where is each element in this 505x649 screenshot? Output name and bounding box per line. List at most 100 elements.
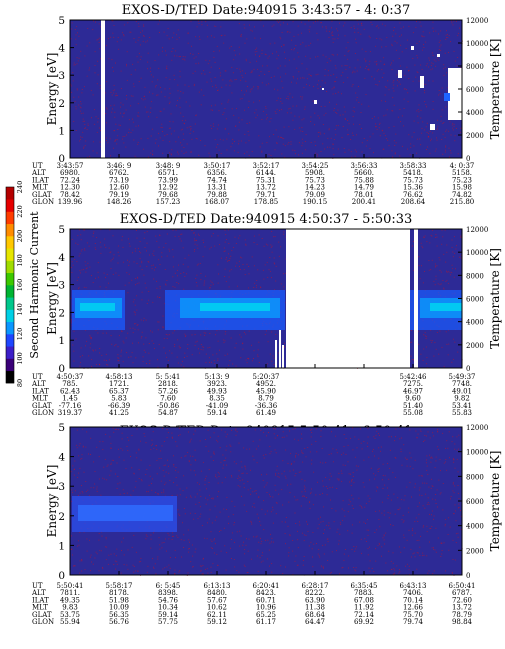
- table-cell: 63.90: [305, 596, 325, 604]
- table-cell: 45.90: [256, 387, 276, 395]
- data-gap: [282, 345, 284, 368]
- table-cell: 76.62: [403, 191, 423, 199]
- table-cell: 72.24: [60, 176, 81, 184]
- colorbar-frame: [5, 186, 15, 384]
- table-cell: 75.88: [354, 176, 374, 184]
- table-cell: 8.35: [209, 395, 225, 403]
- table-cell: 15.98: [452, 184, 472, 192]
- table-cell: 3:46: 9: [107, 162, 132, 170]
- y2-tick-label: 4000: [466, 109, 484, 117]
- table-cell: 12.92: [158, 184, 178, 192]
- data-gap: [420, 76, 424, 88]
- y2-tick-label: 12000: [466, 424, 488, 432]
- y-tick-label: 2: [58, 511, 65, 523]
- table-cell: 6144.: [256, 169, 276, 177]
- table-cell: 56.76: [109, 618, 130, 626]
- data-gap: [430, 124, 435, 130]
- y2-tick-label: 12000: [466, 226, 488, 234]
- table-cell: 11.38: [305, 604, 325, 612]
- table-cell: 6:50:41: [449, 582, 476, 590]
- table-cell: 68.64: [305, 611, 326, 619]
- table-cell: 55.83: [452, 409, 472, 417]
- table-cell: 7406.: [403, 589, 423, 597]
- y-tick-label: 5: [58, 224, 65, 236]
- table-cell: 4:50:37: [57, 373, 84, 381]
- y-tick-label: 1: [58, 540, 65, 552]
- table-row-label: GLON: [32, 198, 54, 206]
- table-cell: 7883.: [354, 589, 374, 597]
- table-cell: 59.14: [207, 409, 228, 417]
- table-cell: 15.36: [403, 184, 424, 192]
- table-cell: 3:43:57: [57, 162, 84, 170]
- data-gap: [279, 330, 281, 368]
- colorbar-swatch: [6, 272, 14, 286]
- y2-tick-label: 10000: [466, 249, 488, 257]
- y-tick-label: 0: [58, 570, 65, 582]
- colorbar-tick-label: 240: [16, 181, 24, 193]
- colorbar-tick-label: 200: [16, 230, 24, 242]
- colorbar-swatch: [6, 260, 14, 274]
- data-gap: [448, 68, 462, 120]
- table-cell: 5:13: 9: [205, 373, 230, 381]
- table-cell: 55.08: [403, 409, 423, 417]
- table-row-label: GLON: [32, 409, 54, 417]
- y-tick-label: 5: [58, 422, 65, 434]
- table-cell: 64.47: [305, 618, 325, 626]
- table-row-label: GLAT: [32, 402, 52, 410]
- table-cell: 75.31: [256, 176, 276, 184]
- table-cell: 62.11: [207, 611, 227, 619]
- table-cell: 12.60: [109, 184, 129, 192]
- panel-title: EXOS-D/TED Date:940915 4:50:37 - 5:50:33: [120, 212, 413, 227]
- table-cell: 10.96: [256, 604, 277, 612]
- y-axis-label: Energy [eV]: [45, 262, 59, 335]
- y2-tick-label: 10000: [466, 449, 488, 457]
- y-axis-label: Energy [eV]: [45, 465, 59, 538]
- data-gap: [411, 46, 414, 50]
- y-tick-label: 5: [58, 15, 65, 27]
- table-cell: 75.73: [305, 176, 325, 184]
- table-cell: 3923.: [207, 380, 227, 388]
- y2-tick-label: 10000: [466, 40, 488, 48]
- table-cell: 78.01: [354, 191, 374, 199]
- table-cell: 5: 5:41: [156, 373, 181, 381]
- y2-tick-label: 6000: [466, 296, 484, 304]
- table-cell: 208.64: [401, 198, 426, 206]
- table-cell: 148.26: [107, 198, 132, 206]
- table-row-label: MLT: [32, 604, 48, 612]
- colorbar-tick-label: 80: [16, 379, 24, 387]
- y2-tick-label: 6000: [466, 498, 484, 506]
- table-cell: 75.73: [403, 176, 423, 184]
- table-row-label: GLAT: [32, 611, 52, 619]
- table-cell: -77.16: [59, 402, 82, 410]
- table-cell: -36.36: [255, 402, 278, 410]
- table-cell: -41.09: [206, 402, 228, 410]
- table-cell: 9.83: [62, 604, 78, 612]
- data-gap: [101, 20, 105, 158]
- table-cell: 3:50:17: [204, 162, 231, 170]
- table-cell: 65.25: [256, 611, 276, 619]
- spectrogram-panel-3: EXOS-D/TED Date:940915 5:50:41 - 6:50:41…: [31, 422, 502, 626]
- table-cell: 65.37: [109, 387, 129, 395]
- table-cell: 12.66: [403, 604, 424, 612]
- table-cell: 5:58:17: [106, 582, 133, 590]
- table-cell: 53.75: [60, 611, 80, 619]
- table-cell: 785.: [62, 380, 78, 388]
- colorbar-swatch: [6, 309, 14, 323]
- table-row-label: GLAT: [32, 191, 52, 199]
- table-row-label: ILAT: [32, 596, 49, 604]
- table-cell: 79.88: [207, 191, 227, 199]
- table-cell: 70.14: [403, 596, 424, 604]
- table-cell: 73.99: [158, 176, 178, 184]
- table-cell: 5:49:37: [449, 373, 476, 381]
- y2-tick-label: 8000: [466, 272, 484, 280]
- table-cell: 49.01: [452, 387, 472, 395]
- orbit-table: UT 5:50:41 5:58:17 6: 5:45 6:13:13 6:20:41 6:2…: [31, 582, 476, 626]
- y-tick-label: 4: [58, 452, 65, 464]
- table-cell: 72.14: [354, 611, 375, 619]
- table-cell: 6762.: [109, 169, 129, 177]
- table-cell: 3:54:25: [302, 162, 329, 170]
- colorbar-swatch: [6, 297, 14, 310]
- table-cell: 3:56:33: [351, 162, 378, 170]
- table-cell: 8398.: [158, 589, 178, 597]
- enhancement: [444, 93, 450, 101]
